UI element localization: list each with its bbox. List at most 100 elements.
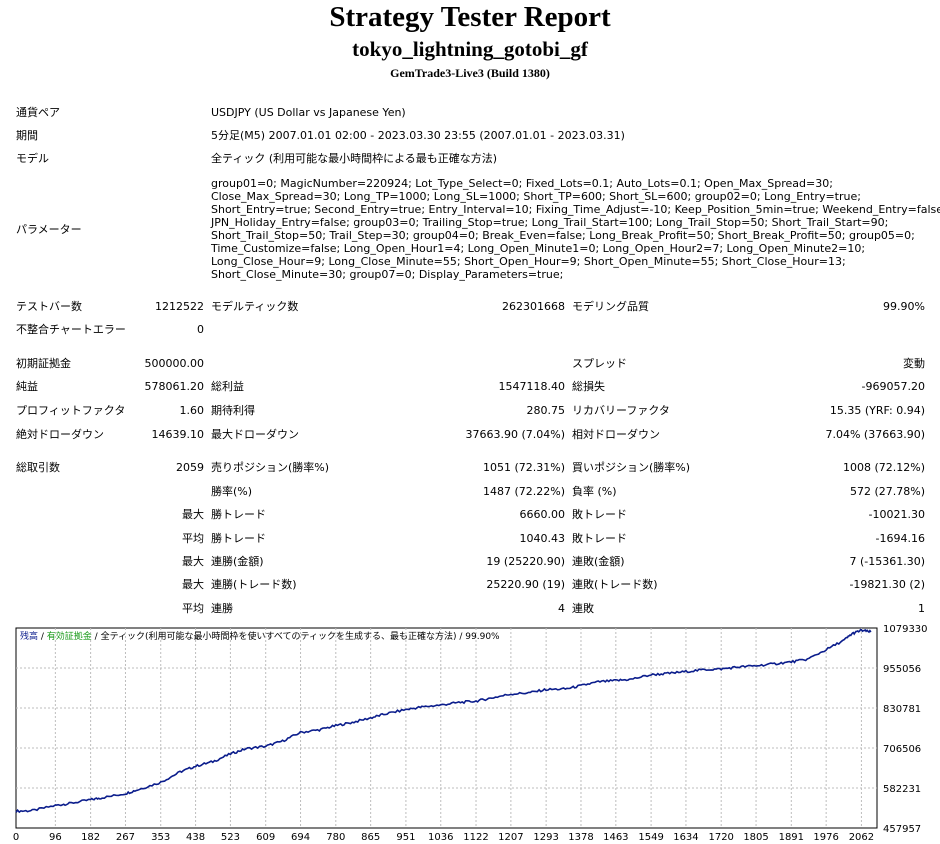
max-label: 最大: [182, 555, 204, 568]
net-label: 純益: [16, 380, 38, 393]
y-tick-label: 582231: [883, 784, 921, 795]
avg-win-label: 勝トレード: [211, 532, 266, 545]
expected-value: 280.75: [526, 404, 566, 417]
max-win-label: 勝トレード: [211, 508, 266, 521]
lossrate-value: 572 (27.78%): [849, 485, 925, 498]
chart-legend: 残高 / 有効証拠金 / 全ティック(利用可能な最小時間枠を使いすべてのティック…: [20, 630, 500, 642]
max-win-value: 6660.00: [519, 508, 566, 521]
max-dd-label: 最大ドローダウン: [211, 428, 299, 441]
plot-area: [15, 627, 878, 829]
build-info: GemTrade3-Live3 (Build 1380): [390, 66, 550, 80]
spread-value: 変動: [903, 357, 925, 370]
expected-label: 期待利得: [211, 404, 255, 417]
deposit-label: 初期証拠金: [16, 357, 71, 370]
quality-value: 99.90%: [883, 300, 925, 313]
x-tick-label: 694: [291, 832, 310, 843]
avg-label: 平均: [182, 532, 204, 545]
consec-loss-count-value: -19821.30 (2): [849, 578, 925, 591]
winrate-label: 勝率(%): [211, 485, 253, 498]
grid-lines: [16, 628, 877, 828]
consec-win-amount-label: 連勝(金額): [211, 555, 264, 568]
bars-value: 1212522: [155, 300, 204, 313]
abs-dd-value: 14639.10: [151, 428, 205, 441]
report-title: Strategy Tester Report: [329, 1, 611, 33]
report-subtitle: tokyo_lightning_gotobi_gf: [352, 37, 588, 61]
rel-dd-value: 7.04% (37663.90): [825, 428, 925, 441]
net-value: 578061.20: [144, 380, 205, 393]
params-label: パラメーター: [16, 223, 82, 236]
x-tick-label: 1891: [779, 832, 804, 843]
x-tick-label: 951: [396, 832, 415, 843]
x-tick-label: 609: [256, 832, 275, 843]
x-tick-label: 96: [49, 832, 62, 843]
ticks-value: 262301668: [502, 300, 565, 313]
avg-win-value: 1040.43: [519, 532, 566, 545]
recovery-value: 15.35 (YRF: 0.94): [829, 404, 925, 417]
params-line: group01=0; MagicNumber=220924; Lot_Type_…: [211, 177, 833, 190]
mismatch-label: 不整合チャートエラー: [16, 323, 126, 336]
consec-loss-avg-label: 連敗: [572, 602, 594, 615]
max-label: 最大: [182, 578, 204, 591]
x-tick-label: 2062: [849, 832, 874, 843]
x-tick-label: 1293: [533, 832, 558, 843]
legend-balance: 残高: [20, 630, 38, 642]
x-tick-label: 438: [186, 832, 205, 843]
rel-dd-label: 相対ドローダウン: [572, 428, 660, 441]
max-loss-value: -10021.30: [868, 508, 925, 521]
params-line: Short_Close_Minute=30; group07=0; Displa…: [211, 268, 564, 281]
lossrate-label: 負率 (%): [572, 485, 617, 498]
model-value: 全ティック (利用可能な最小時間枠による最も正確な方法): [211, 152, 498, 165]
period-value: 5分足(M5) 2007.01.01 02:00 - 2023.03.30 23…: [211, 129, 625, 142]
x-tick-label: 1463: [603, 832, 628, 843]
y-tick-label: 706506: [883, 744, 921, 755]
x-tick-label: 523: [221, 832, 240, 843]
avg-loss-label: 敗トレード: [572, 532, 627, 545]
params-line: Short_Trail_Stop=50; Trail_Step=30; grou…: [211, 229, 915, 242]
series-group: [15, 628, 872, 814]
avg-label: 平均: [182, 602, 204, 615]
params-line: Long_Close_Hour=9; Long_Close_Minute=55;…: [211, 255, 846, 268]
legend-quality: 99.90%: [465, 632, 500, 642]
model-label: モデル: [16, 152, 49, 165]
gross-loss-label: 総損失: [572, 380, 605, 393]
x-tick-label: 1634: [673, 832, 698, 843]
x-tick-label: 1122: [463, 832, 488, 843]
recovery-label: リカバリーファクタ: [572, 404, 670, 417]
x-tick-label: 1805: [743, 832, 768, 843]
max-label: 最大: [182, 508, 204, 521]
y-tick-label: 457957: [883, 824, 921, 835]
short-value: 1051 (72.31%): [482, 461, 565, 474]
y-axis-ticks: 1079330 955056 830781 706506 582231 457957: [883, 625, 928, 835]
max-loss-label: 敗トレード: [572, 508, 627, 521]
y-tick-label: 1079330: [883, 625, 928, 635]
pf-value: 1.60: [179, 404, 205, 417]
consec-loss-amount-value: 7 (-15361.30): [849, 555, 925, 568]
deposit-value: 500000.00: [144, 357, 205, 370]
params-line: Time_Customize=false; Long_Open_Hour1=4;…: [211, 242, 866, 255]
gross-profit-label: 総利益: [211, 380, 244, 393]
x-tick-label: 182: [81, 832, 100, 843]
symbol-value: USDJPY (US Dollar vs Japanese Yen): [211, 106, 406, 119]
x-tick-label: 0: [13, 832, 19, 843]
consec-win-count-value: 25220.90 (19): [486, 578, 565, 591]
bars-label: テストバー数: [16, 300, 82, 313]
params-line: Close_Max_Spread=30; Long_TP=1000; Long_…: [211, 190, 861, 203]
consec-win-count-label: 連勝(トレード数): [211, 578, 297, 591]
gross-profit-value: 1547118.40: [498, 380, 565, 393]
symbol-label: 通貨ペア: [16, 106, 60, 119]
consec-win-avg-label: 連勝: [211, 602, 233, 615]
consec-win-amount-value: 19 (25220.90): [486, 555, 565, 568]
mismatch-value: 0: [197, 323, 204, 336]
avg-loss-value: -1694.16: [875, 532, 925, 545]
long-value: 1008 (72.12%): [842, 461, 925, 474]
x-tick-label: 1976: [813, 832, 838, 843]
legend-equity: 有効証拠金: [47, 630, 92, 642]
consec-loss-amount-label: 連敗(金額): [572, 555, 625, 568]
legend-sep: /: [38, 632, 47, 642]
params-line: Short_Entry=true; Second_Entry=true; Ent…: [211, 203, 940, 216]
balance-chart: 残高 / 有効証拠金 / 全ティック(利用可能な最小時間枠を使いすべてのティック…: [13, 625, 928, 843]
ticks-label: モデルティック数: [211, 300, 299, 313]
x-tick-label: 1549: [638, 832, 663, 843]
consec-loss-avg-value: 1: [918, 602, 925, 615]
x-tick-label: 865: [361, 832, 380, 843]
